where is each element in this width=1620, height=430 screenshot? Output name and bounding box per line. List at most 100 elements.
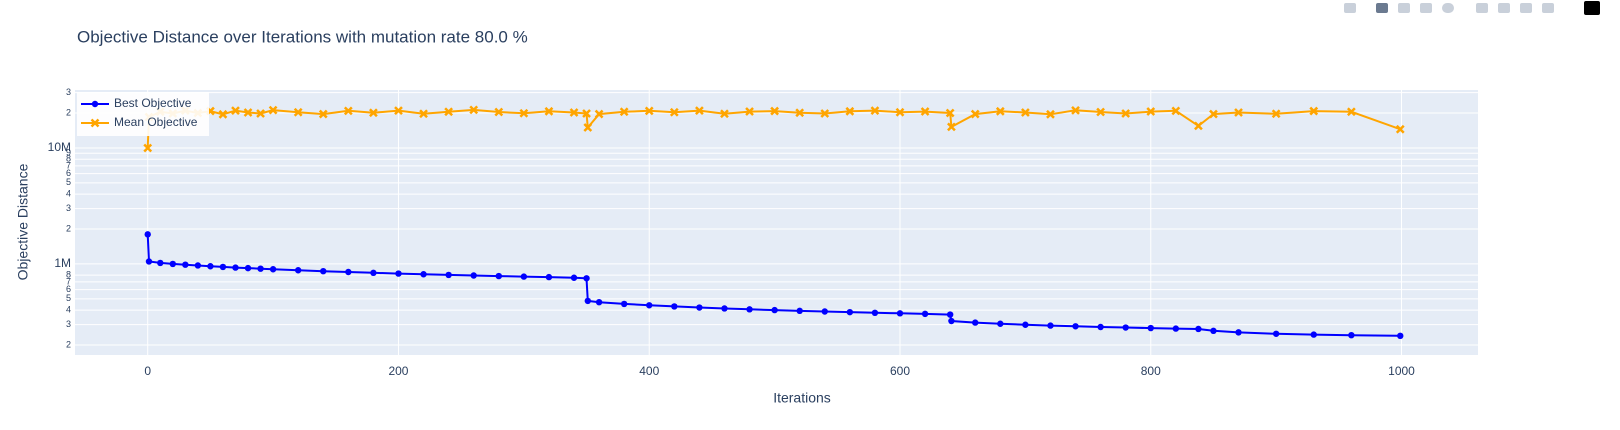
marker [1097, 323, 1104, 331]
marker [620, 300, 628, 308]
marker [1046, 109, 1055, 119]
marker [370, 269, 377, 277]
y-tick-label: 2 [66, 223, 71, 233]
y-tick-label: 5 [66, 177, 71, 187]
marker [1146, 107, 1156, 116]
marker [995, 106, 1005, 116]
series [144, 231, 1404, 340]
marker [584, 297, 592, 305]
modebar-button[interactable] [1344, 3, 1356, 13]
marker [445, 271, 452, 279]
legend: Best Objective Mean Objective [77, 92, 209, 136]
marker [318, 109, 328, 119]
marker [947, 122, 956, 132]
marker [544, 106, 554, 116]
marker [470, 272, 477, 279]
marker [997, 320, 1004, 327]
y-axis-title: Objective Distance [15, 163, 31, 280]
marker [1234, 108, 1243, 117]
marker [369, 108, 378, 118]
marker [244, 264, 252, 272]
marker [695, 106, 704, 115]
marker [207, 263, 214, 270]
marker [594, 109, 604, 119]
marker [545, 273, 553, 281]
marker [1071, 105, 1080, 115]
marker [746, 306, 753, 313]
marker [948, 317, 955, 325]
marker [846, 308, 854, 316]
modebar-button[interactable] [1476, 3, 1488, 13]
marker [1397, 332, 1404, 340]
marker [91, 100, 99, 108]
marker [921, 310, 929, 318]
y-tick-label: 8 [66, 154, 71, 164]
marker [1195, 325, 1202, 333]
marker [394, 106, 403, 115]
modebar-button[interactable] [1442, 3, 1454, 13]
modebar-button[interactable] [1498, 3, 1510, 13]
marker [419, 109, 428, 119]
modebar-button[interactable] [1520, 3, 1532, 13]
marker [583, 275, 590, 282]
marker [1210, 327, 1217, 335]
modebar-button[interactable] [1420, 3, 1432, 13]
marker [1022, 321, 1029, 328]
plotly-logo[interactable] [1584, 1, 1600, 15]
marker [671, 303, 678, 310]
y-tick-label: 3 [66, 87, 71, 97]
marker [219, 263, 227, 271]
marker [946, 311, 954, 318]
y-tick-label: 8 [66, 270, 71, 280]
x-tick-label: 800 [1141, 364, 1161, 378]
marker [871, 309, 879, 317]
chart-title: Objective Distance over Iterations with … [77, 27, 528, 46]
marker [720, 109, 729, 119]
marker [1020, 108, 1030, 117]
marker [644, 106, 654, 116]
marker [320, 267, 327, 275]
modebar-button[interactable] [1376, 3, 1388, 13]
marker [945, 108, 955, 118]
marker [257, 265, 264, 272]
marker [669, 107, 679, 117]
x-tick-label: 0 [144, 364, 151, 378]
marker [845, 106, 855, 116]
marker [820, 109, 830, 118]
marker [395, 270, 402, 277]
marker [1346, 107, 1356, 117]
marker [595, 298, 603, 306]
marker [1122, 324, 1129, 331]
marker [256, 109, 265, 118]
marker [920, 107, 930, 116]
marker [1271, 109, 1281, 119]
marker [143, 143, 153, 153]
modebar-button[interactable] [1398, 3, 1410, 13]
y-tick-label: 7 [66, 160, 71, 170]
modebar-button[interactable] [1542, 3, 1554, 13]
modebar[interactable] [1344, 1, 1600, 15]
marker [771, 306, 778, 314]
marker [144, 231, 151, 238]
x-tick-label: 400 [639, 364, 659, 378]
marker [1209, 109, 1218, 119]
legend-label: Best Objective [114, 96, 192, 110]
marker [619, 107, 629, 117]
marker [444, 107, 454, 117]
y-tick-label: 6 [66, 168, 71, 178]
x-axis-title: Iterations [773, 390, 831, 406]
marker [293, 107, 303, 117]
marker [1096, 107, 1105, 117]
marker [1395, 124, 1405, 134]
marker [1072, 323, 1079, 330]
marker [821, 308, 828, 315]
marker [294, 267, 302, 274]
marker [519, 108, 529, 118]
y-tick-label: 4 [66, 304, 71, 314]
x-tick-label: 600 [890, 364, 910, 378]
plot-area [75, 90, 1478, 355]
marker [343, 106, 353, 116]
marker [243, 108, 253, 117]
x-tick-label: 200 [388, 364, 408, 378]
marker [232, 264, 239, 271]
